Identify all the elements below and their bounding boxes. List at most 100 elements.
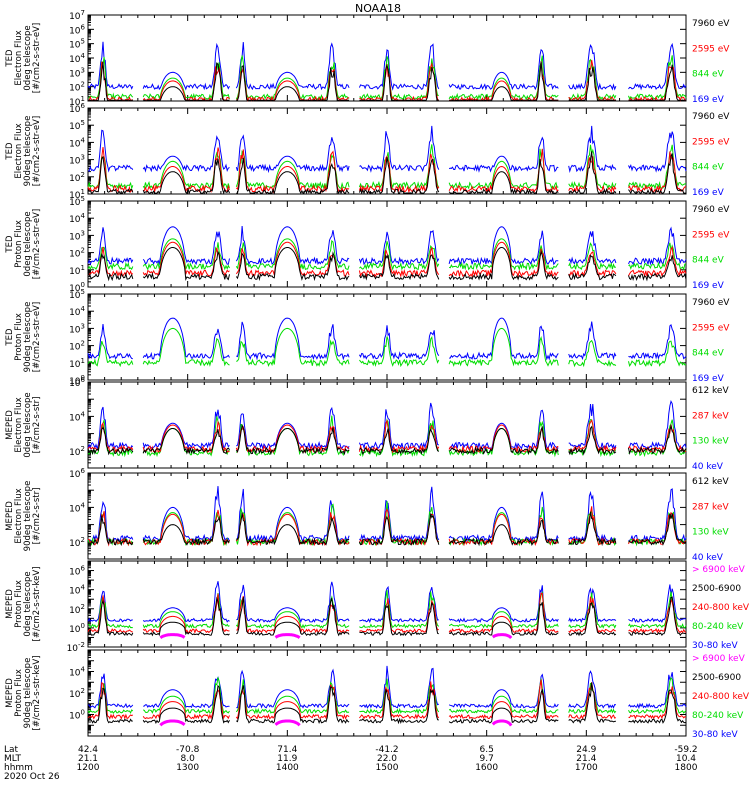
legend-entry: 287 keV bbox=[692, 411, 729, 421]
x-tick-label-lat: -59.2 bbox=[674, 745, 697, 755]
x-row-label: MLT bbox=[4, 754, 22, 764]
y-tick-label: 102 bbox=[69, 603, 85, 616]
y-tick-label: 103 bbox=[69, 154, 85, 167]
x-tick-label-lat: -41.2 bbox=[375, 745, 398, 755]
y-axis-label: [#/cm2-s-str-eV] bbox=[32, 209, 42, 279]
legend-entry: 169 eV bbox=[692, 95, 725, 105]
series-black bbox=[87, 423, 687, 456]
y-tick-label: 104 bbox=[69, 305, 85, 318]
series-black bbox=[87, 682, 687, 725]
series-green bbox=[87, 590, 687, 630]
y-tick-label: 101 bbox=[69, 357, 85, 370]
legend-entry: 40 keV bbox=[692, 462, 724, 472]
series-green bbox=[87, 55, 687, 101]
x-tick-label-hhmm: 1600 bbox=[475, 763, 498, 773]
legend-entry: 2500-6900 bbox=[692, 584, 741, 594]
y-axis-label: [#/cm2-s-str] bbox=[32, 488, 42, 545]
series-black bbox=[87, 596, 686, 637]
legend-entry: 80-240 keV bbox=[692, 622, 744, 632]
series-blue bbox=[87, 400, 687, 451]
y-tick-label: 105 bbox=[69, 38, 85, 51]
series-green bbox=[87, 676, 687, 715]
y-axis-label: TED bbox=[5, 142, 15, 161]
x-tick-label-lat: 24.9 bbox=[576, 745, 596, 755]
legend-entry: 2595 eV bbox=[692, 323, 730, 333]
y-axis-label: 0deg telescope bbox=[23, 571, 33, 636]
legend-entry: 169 eV bbox=[692, 374, 725, 384]
x-tick-label-hhmm: 1800 bbox=[675, 763, 698, 773]
x-tick-label-hhmm: 1400 bbox=[276, 763, 299, 773]
y-tick-label: 107 bbox=[69, 9, 85, 22]
series-red bbox=[87, 146, 687, 194]
y-tick-label: 104 bbox=[69, 584, 85, 597]
y-tick-label: 102 bbox=[69, 247, 85, 260]
date-label: 2020 Oct 26 bbox=[4, 772, 60, 782]
series-red bbox=[87, 679, 687, 721]
legend-entry: 30-80 keV bbox=[692, 730, 738, 740]
series-green bbox=[87, 500, 687, 547]
y-axis-label: 0deg telescope bbox=[23, 211, 33, 276]
series-green bbox=[87, 144, 687, 191]
series-black bbox=[87, 151, 686, 195]
series-magenta bbox=[159, 719, 513, 727]
x-tick-label-hhmm: 1700 bbox=[575, 763, 598, 773]
y-tick-label: 102 bbox=[69, 687, 85, 700]
legend-entry: 169 eV bbox=[692, 188, 725, 198]
y-axis-label: Proton Flux bbox=[14, 220, 24, 268]
series-blue bbox=[87, 581, 687, 624]
y-tick-label: 102 bbox=[69, 171, 85, 184]
x-tick-label-mlt: 22.0 bbox=[377, 754, 397, 764]
legend-entry: 130 keV bbox=[692, 528, 729, 538]
y-axis-label: MEPED bbox=[5, 678, 15, 708]
series-black bbox=[87, 247, 687, 282]
x-tick-label-lat: 71.4 bbox=[277, 745, 297, 755]
legend-entry: 2595 eV bbox=[692, 230, 730, 240]
y-tick-label: 104 bbox=[69, 666, 85, 679]
series-blue bbox=[87, 225, 687, 267]
y-tick-label: 104 bbox=[69, 501, 85, 514]
y-tick-label: 106 bbox=[69, 23, 85, 36]
legend-entry: 240-800 keV bbox=[692, 692, 750, 702]
legend-entry: 7960 eV bbox=[692, 19, 730, 29]
legend-entry: 844 eV bbox=[692, 163, 725, 173]
y-axis-label: Electron Flux bbox=[14, 397, 24, 452]
y-axis-label: Electron Flux bbox=[14, 30, 24, 85]
y-axis-label: Electron Flux bbox=[14, 123, 24, 178]
y-axis-label: 90deg telescope bbox=[23, 481, 33, 552]
x-tick-label-hhmm: 1300 bbox=[176, 763, 199, 773]
y-axis-label: [#/cm2-s-str-keV] bbox=[32, 656, 42, 731]
panel-6: 102 104 106 MEPED Electron Flux 90deg telesco… bbox=[5, 467, 729, 563]
y-axis-label: MEPED bbox=[5, 589, 15, 619]
x-tick-label-hhmm: 1500 bbox=[376, 763, 399, 773]
y-tick-label: 101 bbox=[69, 264, 85, 277]
y-axis-label: 0deg telescope bbox=[23, 25, 33, 90]
y-axis-label: TED bbox=[5, 49, 15, 68]
series-blue bbox=[87, 125, 687, 174]
y-tick-label: 100 bbox=[69, 622, 85, 635]
legend-entry: 80-240 keV bbox=[692, 711, 744, 721]
y-tick-label: 102 bbox=[69, 536, 85, 549]
series-green bbox=[87, 327, 687, 368]
y-axis-label: [#/cm2-s-str-eV] bbox=[32, 23, 42, 93]
legend-entry: 40 keV bbox=[692, 553, 724, 563]
series-blue bbox=[87, 317, 687, 361]
y-tick-label: 104 bbox=[69, 136, 85, 149]
x-tick-label-hhmm: 1200 bbox=[77, 763, 100, 773]
series-magenta bbox=[159, 633, 513, 640]
y-tick-label: 10-2 bbox=[67, 641, 85, 654]
x-tick-label-lat: -70.8 bbox=[176, 745, 200, 755]
y-tick-label: 106 bbox=[69, 565, 85, 578]
legend-entry: 30-80 keV bbox=[692, 641, 738, 651]
legend-entry: 7960 eV bbox=[692, 112, 730, 122]
legend-entry: 612 keV bbox=[692, 386, 729, 396]
panel-8: 100 102 104 MEPED Proton Flux 90deg telescope… bbox=[5, 649, 750, 740]
y-axis-label: 0deg telescope bbox=[23, 392, 33, 457]
y-axis-label: Proton Flux bbox=[14, 313, 24, 361]
y-axis-label: Proton Flux bbox=[14, 669, 24, 717]
y-axis-label: Proton Flux bbox=[14, 580, 24, 628]
